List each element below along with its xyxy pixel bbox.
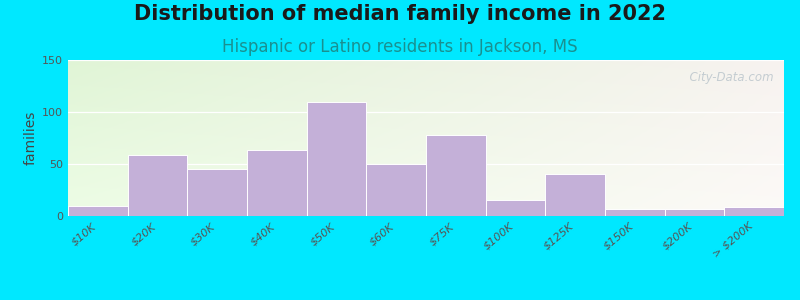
Bar [68,206,128,216]
Y-axis label: families: families [24,111,38,165]
Bar [187,169,247,216]
Bar [366,164,426,216]
Bar [426,135,486,216]
Bar [128,154,187,216]
Bar [605,209,665,216]
Bar [306,102,366,216]
Bar [665,209,724,216]
Text: Hispanic or Latino residents in Jackson, MS: Hispanic or Latino residents in Jackson,… [222,38,578,56]
Text: Distribution of median family income in 2022: Distribution of median family income in … [134,4,666,25]
Bar [247,151,306,216]
Bar [724,207,784,216]
Bar [486,200,546,216]
Bar [546,174,605,216]
Text: City-Data.com: City-Data.com [682,71,774,84]
